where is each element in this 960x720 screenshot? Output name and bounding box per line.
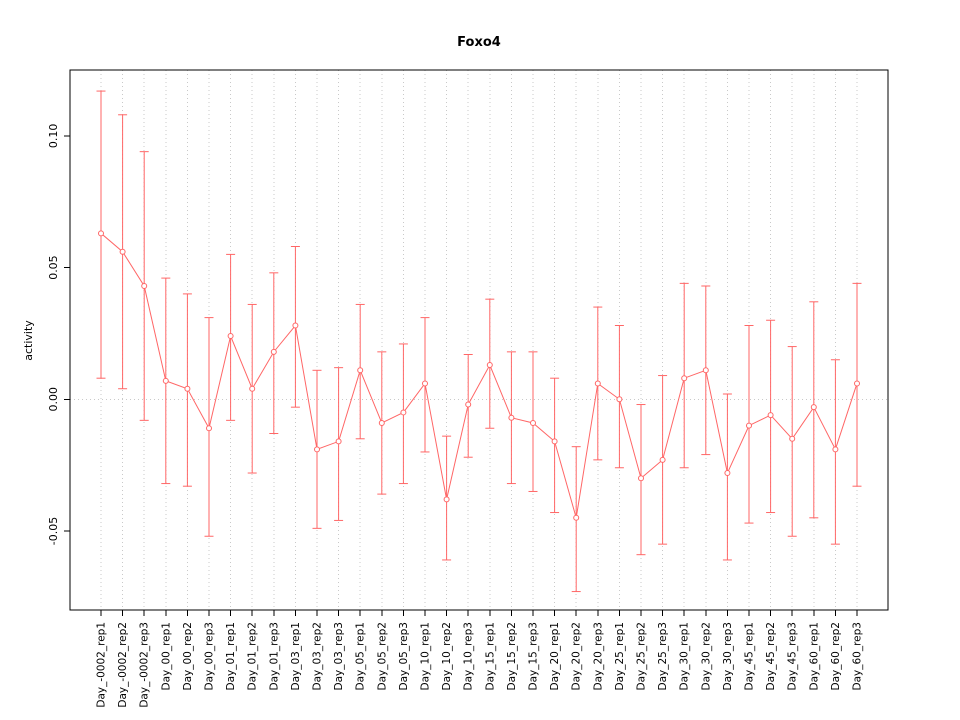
data-point [508, 414, 515, 421]
x-tick-label: Day_15_rep1 [484, 622, 496, 691]
x-tick-label: Day_-0002_rep2 [117, 622, 129, 708]
x-tick-label: Day_10_rep2 [441, 622, 453, 691]
data-point [98, 230, 104, 237]
data-point [270, 348, 277, 355]
data-point [832, 446, 839, 453]
x-tick-label: Day_45_rep2 [765, 622, 777, 691]
x-tick-label: Day_00_rep1 [160, 622, 172, 691]
x-tick-label: Day_60_rep3 [852, 622, 864, 691]
data-point [184, 385, 191, 392]
plot-border [69, 69, 889, 611]
x-tick-label: Day_-0002_rep1 [96, 622, 108, 708]
x-tick-label: Day_01_rep1 [225, 622, 237, 691]
data-point [616, 396, 623, 403]
chart-title: Foxo4 [457, 35, 501, 50]
data-point [141, 283, 148, 289]
data-point [422, 380, 428, 387]
x-tick-label: Day_25_rep3 [657, 622, 669, 691]
y-tick-label: -0.05 [47, 517, 60, 545]
data-point [162, 377, 169, 384]
data-point [249, 385, 256, 392]
x-tick-label: Day_10_rep1 [420, 622, 432, 691]
data-point [767, 412, 774, 419]
data-point [357, 367, 364, 374]
data-point [400, 409, 407, 416]
data-point [443, 496, 450, 503]
x-tick-label: Day_30_rep3 [722, 622, 734, 691]
data-point [551, 438, 558, 445]
y-tick-label: 0.10 [47, 124, 60, 149]
x-tick-label: Day_45_rep3 [787, 622, 799, 691]
data-point [594, 380, 601, 387]
x-tick-label: Day_00_rep3 [204, 622, 216, 691]
y-axis-label-container: activity [16, 0, 40, 680]
x-tick-label: Day_15_rep3 [528, 622, 540, 691]
x-tick-label: Day_15_rep2 [506, 622, 518, 691]
x-tick-label: Day_-0002_rep3 [139, 622, 151, 708]
y-axis-label: activity [21, 319, 35, 361]
x-tick-label: Day_01_rep3 [268, 622, 280, 691]
data-point [486, 362, 493, 369]
x-tick-label: Day_30_rep1 [679, 622, 691, 691]
x-tick-label: Day_03_rep2 [312, 622, 324, 691]
data-point [119, 248, 126, 255]
data-point [378, 419, 385, 426]
data-point [314, 446, 320, 453]
data-point [292, 322, 299, 329]
y-tick-label: 0.05 [47, 255, 60, 280]
data-point [638, 475, 644, 482]
x-tick-label: Day_25_rep2 [636, 622, 648, 691]
x-tick-label: Day_10_rep3 [463, 622, 475, 691]
data-point [227, 333, 234, 340]
x-tick-label: Day_45_rep1 [744, 622, 756, 691]
y-tick-label: 0.00 [47, 387, 60, 412]
x-tick-label: Day_30_rep2 [700, 622, 712, 691]
x-tick-label: Day_20_rep2 [571, 622, 583, 691]
data-point [746, 422, 752, 429]
data-point [854, 380, 860, 387]
x-tick-label: Day_05_rep3 [398, 622, 410, 691]
data-point [465, 401, 472, 408]
data-point [530, 419, 536, 426]
data-point [724, 470, 731, 477]
data-point [206, 425, 212, 432]
data-point [573, 514, 580, 521]
data-point [335, 438, 342, 445]
series-line [100, 232, 858, 518]
x-tick-label: Day_03_rep1 [290, 622, 302, 691]
x-tick-label: Day_05_rep1 [355, 622, 367, 691]
x-tick-label: Day_20_rep3 [592, 622, 604, 691]
x-tick-label: Day_00_rep2 [182, 622, 194, 691]
data-point [789, 435, 796, 442]
data-point [702, 367, 709, 374]
data-point [681, 375, 688, 382]
data-point [659, 456, 666, 463]
x-tick-label: Day_20_rep1 [549, 622, 561, 691]
x-tick-label: Day_05_rep2 [376, 622, 388, 691]
data-point [810, 404, 817, 411]
x-tick-label: Day_60_rep2 [830, 622, 842, 691]
x-tick-label: Day_60_rep1 [808, 622, 820, 691]
x-tick-label: Day_03_rep3 [333, 622, 345, 691]
x-tick-label: Day_25_rep1 [614, 622, 626, 691]
x-tick-label: Day_01_rep2 [247, 622, 259, 691]
